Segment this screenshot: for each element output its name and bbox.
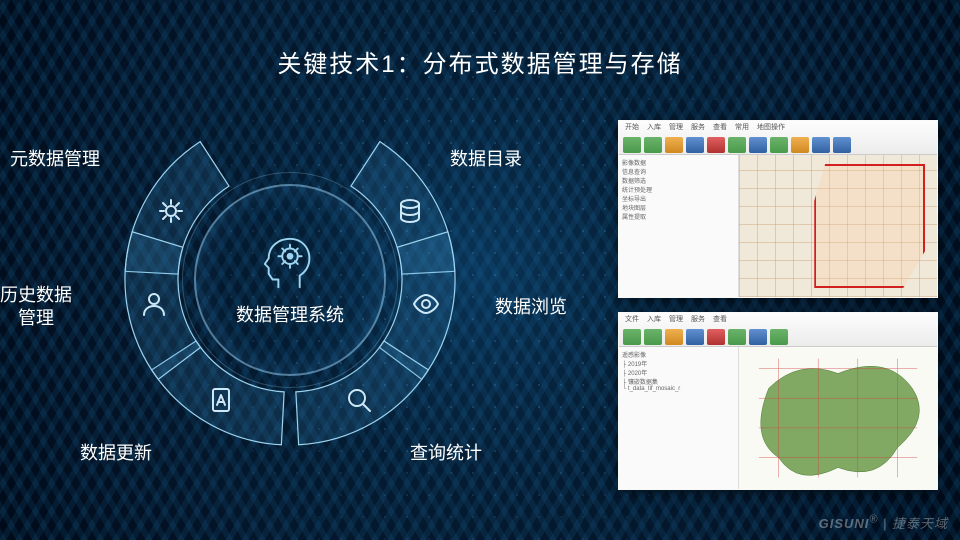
menu-item: 入库 bbox=[647, 314, 661, 326]
tree-node: ├ 2020年 bbox=[622, 368, 735, 377]
gear-icon bbox=[139, 179, 203, 243]
eye-icon bbox=[394, 272, 458, 336]
side-row: 信息查询 bbox=[622, 167, 735, 176]
side-row: 地块图层 bbox=[622, 203, 735, 212]
menu-item: 管理 bbox=[669, 122, 683, 134]
segment-query bbox=[327, 368, 391, 432]
screenshot-map-city bbox=[739, 155, 937, 297]
menu-item: 入库 bbox=[647, 122, 661, 134]
screenshot-toolbar: 文件入库管理服务查看 bbox=[619, 313, 937, 347]
segment-metadata bbox=[139, 179, 203, 243]
segment-browse bbox=[394, 272, 458, 336]
tree-node: └ t_data_tif_mosaic_r bbox=[622, 386, 735, 392]
segment-label-browse: 数据浏览 bbox=[495, 296, 567, 319]
segment-history bbox=[122, 272, 186, 336]
screenshot-ribbon bbox=[619, 135, 937, 154]
screenshot-menu-2: 文件入库管理服务查看 bbox=[619, 313, 937, 327]
segment-label-query: 查询统计 bbox=[410, 442, 482, 465]
segment-update bbox=[189, 368, 253, 432]
watermark: GISUNI® | 捷泰天域 bbox=[819, 513, 948, 532]
segment-label-metadata: 元数据管理 bbox=[10, 148, 100, 171]
user-icon bbox=[122, 272, 186, 336]
doc-a-icon bbox=[189, 368, 253, 432]
menu-item: 开始 bbox=[625, 122, 639, 134]
segment-label-catalog: 数据目录 bbox=[450, 148, 522, 171]
tree-node: ├ 镶嵌数据集 bbox=[622, 377, 735, 386]
segment-catalog bbox=[378, 179, 442, 243]
page-title: 关键技术1：分布式数据管理与存储 bbox=[0, 44, 960, 79]
tree-node: 遥感影像 bbox=[622, 350, 735, 359]
menu-item: 服务 bbox=[691, 122, 705, 134]
menu-item: 常用 bbox=[735, 122, 749, 134]
side-row: 坐标导出 bbox=[622, 194, 735, 203]
side-row: 影像数据 bbox=[622, 158, 735, 167]
menu-item: 查看 bbox=[713, 314, 727, 326]
segment-label-update: 数据更新 bbox=[80, 442, 152, 465]
screenshot-tree-panel: 遥感影像├ 2019年├ 2020年├ 镶嵌数据集└ t_data_tif_mo… bbox=[619, 347, 739, 489]
menu-item: 文件 bbox=[625, 314, 639, 326]
screenshots-panel: 开始入库管理服务查看常用地图操作 影像数据信息查询数据筛选统计预处理坐标导出地块… bbox=[618, 120, 938, 490]
side-row: 属性提取 bbox=[622, 212, 735, 221]
center-circle: 数据管理系统 bbox=[194, 184, 386, 376]
screenshot-city-plan: 开始入库管理服务查看常用地图操作 影像数据信息查询数据筛选统计预处理坐标导出地块… bbox=[618, 120, 938, 298]
side-row: 统计预处理 bbox=[622, 185, 735, 194]
menu-item: 查看 bbox=[713, 122, 727, 134]
database-icon bbox=[378, 179, 442, 243]
menu-item: 地图操作 bbox=[757, 122, 785, 134]
menu-item: 服务 bbox=[691, 314, 705, 326]
screenshot-map-terrain bbox=[739, 347, 937, 489]
menu-item: 管理 bbox=[669, 314, 683, 326]
screenshot-ribbon bbox=[619, 327, 937, 346]
tree-node: ├ 2019年 bbox=[622, 359, 735, 368]
screenshot-toolbar: 开始入库管理服务查看常用地图操作 bbox=[619, 121, 937, 155]
screenshot-side-panel: 影像数据信息查询数据筛选统计预处理坐标导出地块图层属性提取 bbox=[619, 155, 739, 297]
magnify-icon bbox=[327, 368, 391, 432]
screenshot-terrain: 文件入库管理服务查看 遥感影像├ 2019年├ 2020年├ 镶嵌数据集└ t_… bbox=[618, 312, 938, 490]
screenshot-menu: 开始入库管理服务查看常用地图操作 bbox=[619, 121, 937, 135]
side-row: 数据筛选 bbox=[622, 176, 735, 185]
segment-label-history: 历史数据管理 bbox=[0, 284, 72, 331]
